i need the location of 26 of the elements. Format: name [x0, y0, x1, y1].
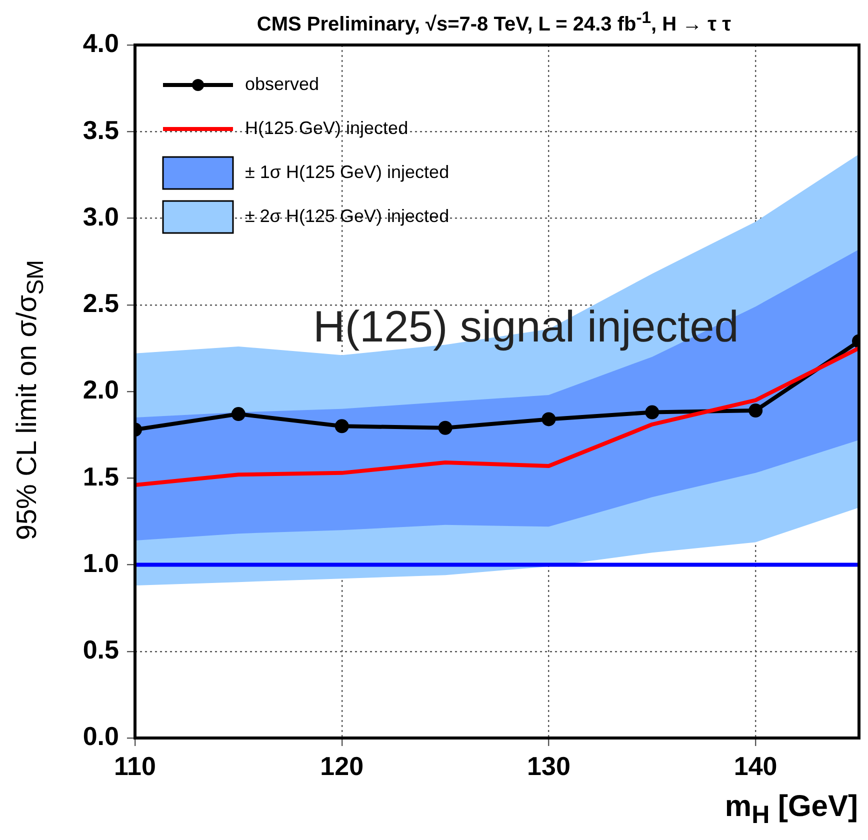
point — [438, 420, 452, 435]
x-tick-label: 120 — [320, 750, 364, 781]
y-tick-label: 2.0 — [82, 374, 119, 405]
point — [645, 405, 660, 420]
legend-label: H(125 GeV) injected — [245, 118, 408, 138]
y-tick-label: 0.5 — [82, 634, 119, 665]
point — [748, 404, 763, 418]
y-tick-label: 4.0 — [82, 28, 119, 58]
y-tick-label: 3.0 — [82, 201, 119, 232]
legend-label: ± 2σ H(125 GeV) injected — [245, 206, 450, 226]
point — [231, 407, 246, 422]
point — [542, 412, 556, 426]
x-tick-label: 110 — [114, 750, 156, 781]
y-tick-label: 1.0 — [82, 548, 119, 578]
chart-title: CMS Preliminary, √s=7-8 TeV, L = 24.3 fb$^{-1}$, H → τ τ — [256, 8, 732, 37]
y-tick-label: 1.5 — [82, 461, 119, 492]
y-tick-label: 3.5 — [82, 114, 119, 145]
point — [334, 419, 349, 434]
y-tick-label: 2.5 — [82, 288, 119, 318]
annotation: H(125) signal injected — [313, 302, 739, 352]
x-tick-label: 140 — [734, 750, 778, 781]
y-tick-label: 0.0 — [82, 721, 119, 752]
x-axis-title: m$_{H}$ [GeV] — [724, 790, 858, 830]
legend-label: ± 1σ H(125 GeV) injected — [245, 162, 450, 182]
legend-label: observed — [245, 74, 320, 94]
x-tick-label: 130 — [527, 750, 570, 781]
